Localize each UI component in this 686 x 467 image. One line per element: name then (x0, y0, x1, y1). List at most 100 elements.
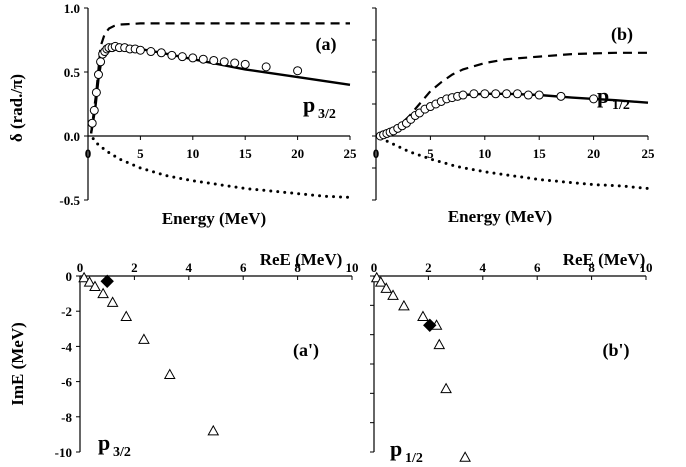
state-label: p (390, 436, 402, 461)
data-point-circle (146, 47, 156, 57)
x-tick-label: 15 (239, 146, 253, 161)
y-axis-title: ImE (MeV) (8, 322, 27, 406)
x-tick-label: 15 (533, 146, 547, 161)
data-point-triangle (89, 280, 101, 292)
x-tick-label: 25 (344, 146, 358, 161)
data-point-triangle (433, 338, 446, 350)
y-tick-label: -4 (61, 339, 72, 354)
data-point-triangle (440, 382, 452, 394)
data-point-circle (93, 70, 103, 80)
data-point-circle (480, 89, 490, 99)
data-point-triangle (380, 282, 393, 293)
x-axis-title: Energy (MeV) (162, 209, 266, 228)
data-point-circle (209, 55, 219, 65)
state-label: p (98, 430, 110, 455)
x-tick-label: 4 (186, 260, 193, 275)
data-point-triangle (374, 276, 387, 287)
panel-a-prime: 0 2 4 6 8 10 0 -2 -4 -6 -8 -10 ReE (MeV) (a') p 3/2 ImE … (8, 250, 359, 460)
series-dashed-line (378, 51, 648, 138)
state-label-subscript: 3/2 (113, 445, 131, 460)
series-dashed-line (90, 22, 350, 134)
y-axis-title: δ (rad./π) (7, 74, 26, 142)
data-point-circle (230, 58, 240, 68)
data-point-filled-diamond (100, 274, 114, 288)
x-tick-label: 20 (587, 146, 600, 161)
y-tick-label: -10 (55, 445, 72, 460)
data-point-circle (240, 59, 250, 69)
x-tick-label: 10 (640, 260, 653, 275)
data-point-triangle (163, 368, 176, 380)
data-point-circle (491, 89, 501, 99)
panel-a: 0 5 10 15 20 25 1.0 0.5 0.0 -0.5 (a) p 3/2 Energy (Me… (7, 1, 357, 228)
state-label-subscript: 1/2 (612, 98, 630, 113)
state-label: p (303, 92, 315, 117)
data-point-circle (589, 94, 599, 104)
x-axis-title: ReE (MeV) (260, 250, 343, 269)
data-point-circle (96, 57, 106, 67)
data-point-triangle (97, 287, 109, 299)
x-tick-label: 5 (137, 146, 144, 161)
data-point-triangle (78, 271, 90, 283)
y-tick-label: -0.5 (59, 193, 80, 208)
panel-label: (a') (293, 340, 319, 361)
data-point-triangle (120, 310, 133, 321)
series-dotted-line (379, 135, 650, 190)
data-point-circle (261, 62, 271, 72)
data-point-circle (91, 87, 101, 97)
y-tick-label: 0 (66, 269, 73, 284)
panel-label: (a) (316, 34, 337, 55)
data-point-triangle (398, 299, 410, 311)
y-tick-label: 0.5 (64, 65, 81, 80)
x-tick-label: 2 (131, 260, 138, 275)
data-point-circle (198, 54, 208, 64)
x-tick-label: 2 (425, 260, 432, 275)
data-point-circle (156, 48, 166, 58)
data-point-circle (188, 53, 198, 63)
data-point-triangle (417, 310, 429, 321)
y-tick-label: -2 (61, 304, 72, 319)
x-tick-label: 25 (642, 146, 656, 161)
data-point-circle (219, 57, 229, 67)
data-point-triangle (83, 276, 96, 287)
data-point-circle (177, 52, 187, 62)
data-point-circle (87, 118, 97, 128)
x-tick-label: 20 (291, 146, 304, 161)
x-tick-label: 0 (77, 260, 84, 275)
y-tick-label: -6 (61, 375, 72, 390)
data-point-circle (534, 90, 544, 100)
x-axis-title: ReE (MeV) (563, 250, 646, 269)
state-label: p (597, 83, 609, 108)
x-tick-label: 0 (85, 146, 92, 161)
data-point-circle (512, 89, 522, 99)
data-point-circle (293, 66, 303, 76)
data-point-circle (167, 50, 177, 60)
data-point-triangle (106, 296, 119, 307)
data-point-triangle (207, 424, 220, 436)
x-tick-label: 10 (346, 260, 359, 275)
x-tick-label: 0 (373, 146, 380, 161)
panel-label: (b') (603, 340, 630, 361)
data-point-circle (135, 45, 145, 55)
x-tick-label: 10 (186, 146, 199, 161)
x-tick-label: 5 (427, 146, 434, 161)
state-label-subscript: 1/2 (405, 451, 423, 466)
data-point-filled-diamond (423, 318, 437, 332)
y-tick-label: -8 (61, 410, 72, 425)
x-tick-label: 0 (371, 260, 378, 275)
y-tick-label: 1.0 (64, 1, 80, 16)
data-point-circle (458, 90, 468, 100)
data-point-circle (523, 90, 533, 100)
x-tick-label: 10 (478, 146, 491, 161)
x-tick-label: 8 (588, 260, 595, 275)
x-axis-title: Energy (MeV) (448, 207, 552, 226)
panel-b: 0 5 10 15 20 25 (b) p 1/2 Energy (MeV) (372, 7, 656, 226)
y-tick-label: 0.0 (64, 129, 80, 144)
series-dotted-line (91, 137, 352, 199)
state-label-subscript: 3/2 (318, 107, 336, 122)
x-tick-label: 4 (480, 260, 487, 275)
data-point-triangle (459, 451, 471, 462)
data-point-circle (502, 89, 512, 99)
data-point-triangle (138, 333, 150, 344)
